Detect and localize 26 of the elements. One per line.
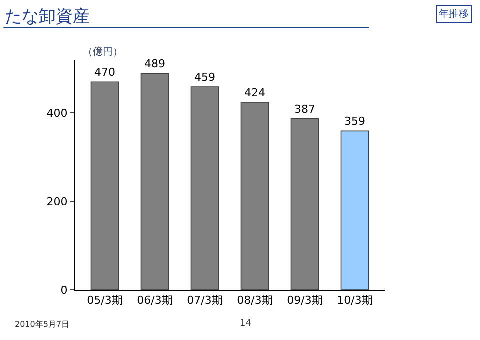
text: 14 [240, 319, 252, 329]
data-label: 489 [144, 58, 166, 71]
x-tick-label: 09/3期 [287, 294, 323, 308]
data-label: 459 [194, 70, 216, 84]
data-label: 387 [294, 102, 316, 116]
bar [140, 73, 170, 290]
y-axis-title: （億円） [83, 46, 123, 58]
data-label: 359 [344, 115, 366, 128]
y-tick-label: 400 [46, 106, 68, 120]
text: 2010年5月7日 [15, 320, 70, 329]
data-label: 424 [244, 86, 266, 100]
text: 年推移 [439, 8, 469, 20]
x-tick-label: 05/3期 [87, 294, 123, 308]
bar [240, 102, 270, 290]
y-tick-label: 200 [46, 195, 68, 208]
bar [290, 118, 320, 290]
data-label: 470 [94, 66, 116, 80]
x-tick-label: 06/3期 [137, 294, 173, 308]
x-tick-label: 08/3期 [237, 294, 273, 308]
x-tick-label: 07/3期 [187, 294, 223, 308]
bar [340, 130, 370, 290]
x-tick-label: 10/3期 [337, 294, 373, 308]
chart-title: たな卸資産 [4, 7, 90, 28]
bar [190, 86, 220, 290]
y-tick-label: 0 [60, 284, 68, 297]
bar [90, 82, 120, 290]
